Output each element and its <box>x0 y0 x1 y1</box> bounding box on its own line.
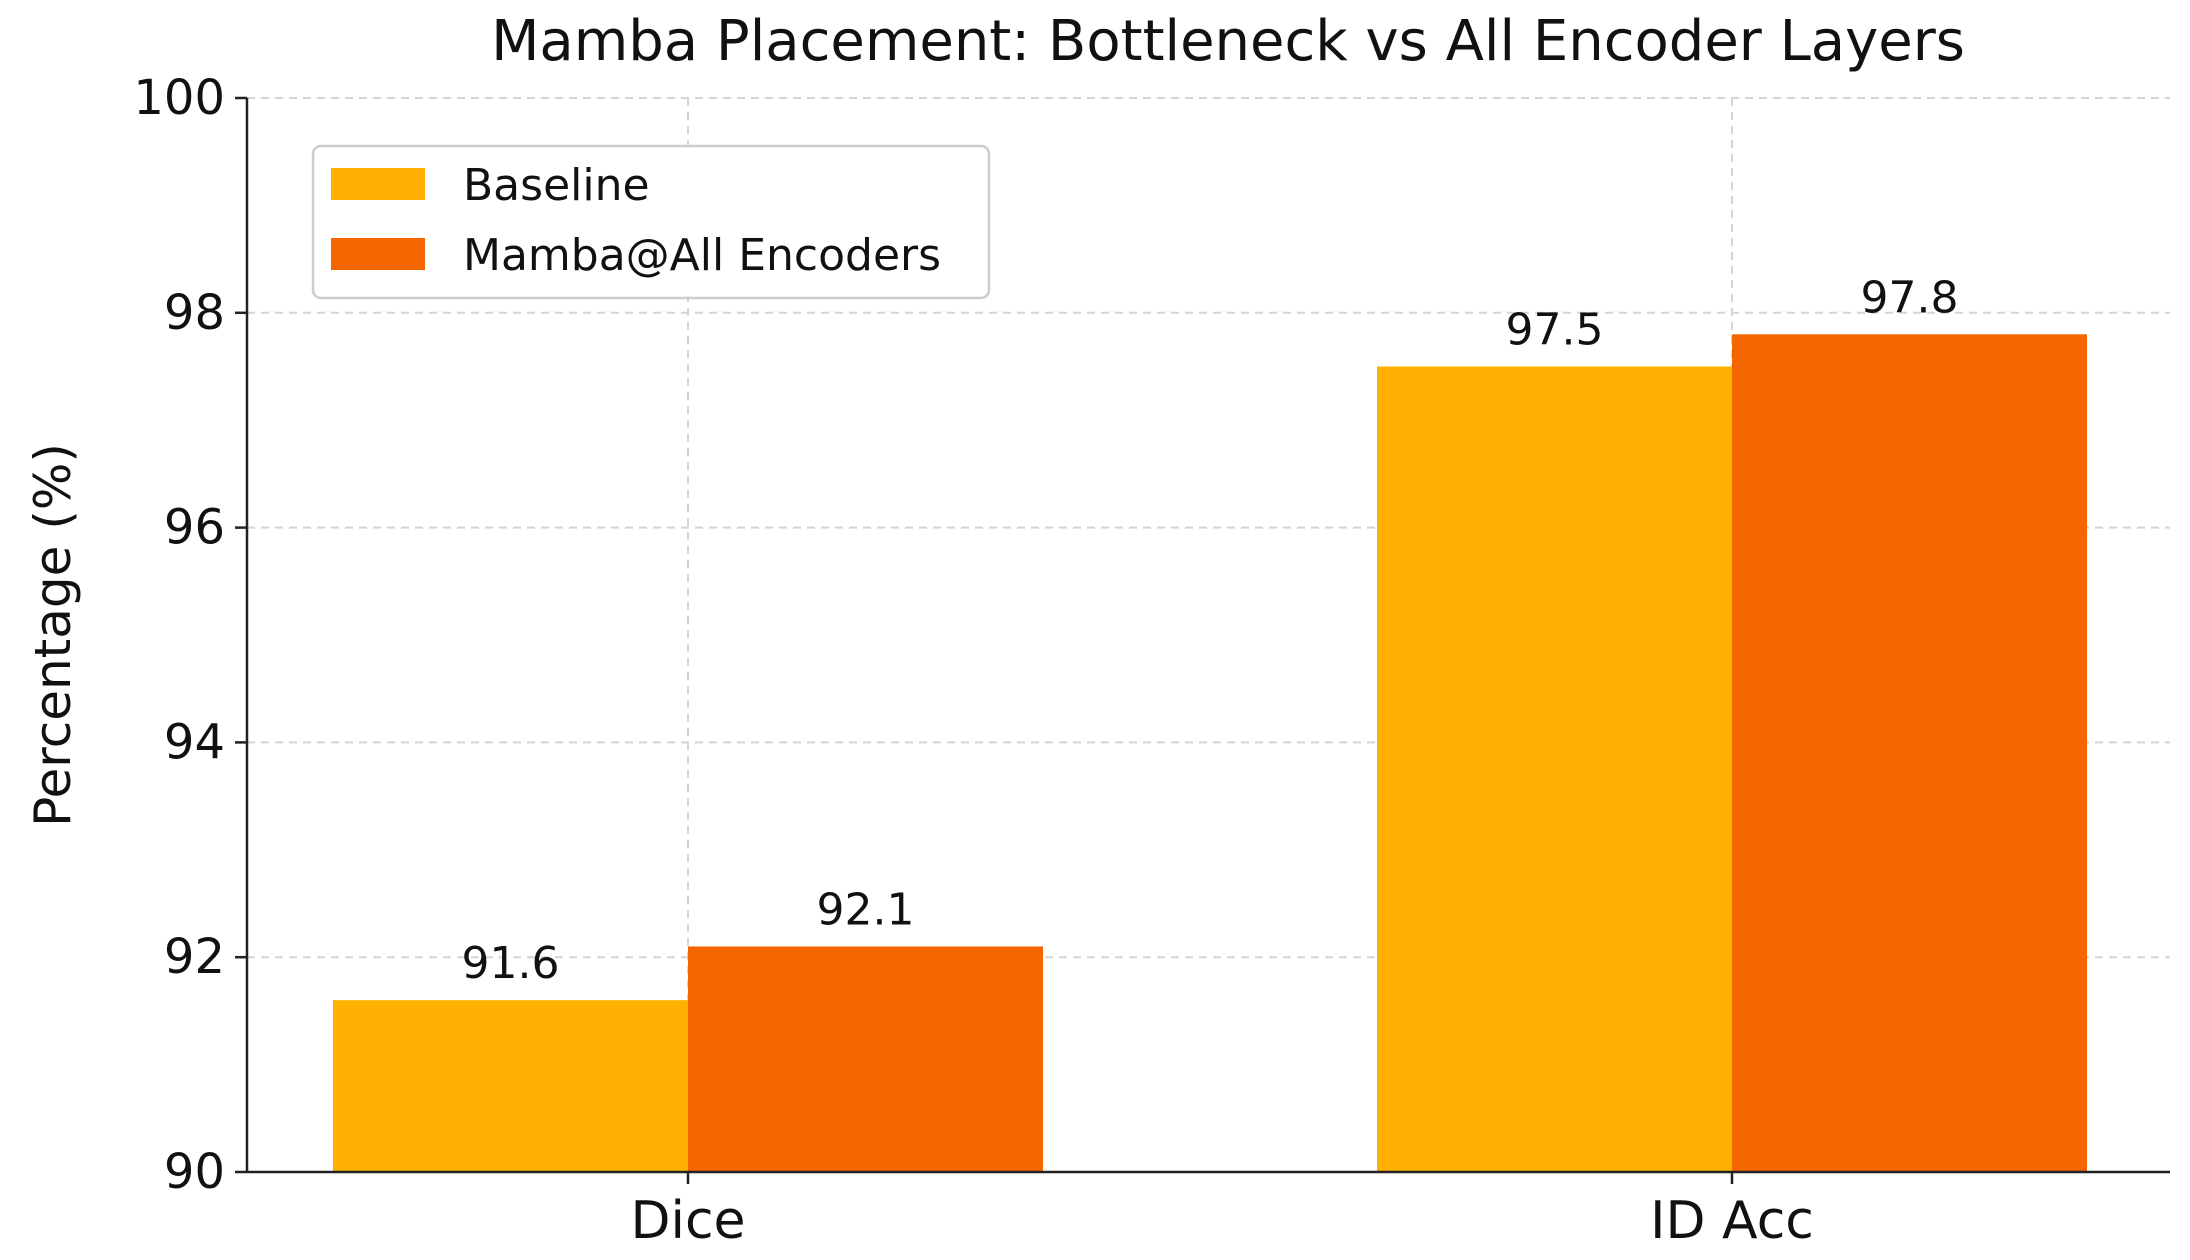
axes <box>235 96 2170 1184</box>
bar-mamba-0 <box>688 946 1043 1172</box>
y-tick-label-98: 98 <box>164 285 225 341</box>
x-tick-label-1: ID Acc <box>1650 1191 1814 1251</box>
bar-mamba-1 <box>1732 334 2087 1172</box>
data-label-1-1: 97.8 <box>1861 272 1959 323</box>
legend-label-1: Mamba@All Encoders <box>463 230 941 281</box>
legend-swatch-0 <box>331 168 425 200</box>
tick-and-data-labels: 91.6 97.5 92.1 97.8 90 92 94 96 98 100 Dice ID Acc <box>133 70 1958 1251</box>
y-axis-label: Percentage (%) <box>24 443 82 827</box>
y-tick-label-96: 96 <box>164 500 225 556</box>
bars <box>333 334 2087 1172</box>
legend-box <box>311 144 991 300</box>
y-tick-label-90: 90 <box>164 1144 225 1200</box>
chart-title: Mamba Placement: Bottleneck vs All Encod… <box>491 9 1965 74</box>
data-label-1-0: 92.1 <box>817 884 915 935</box>
legend-swatch-1 <box>331 238 425 270</box>
legend: Baseline Mamba@All Encoders <box>311 144 991 300</box>
legend-label-0: Baseline <box>463 160 650 211</box>
data-label-0-0: 91.6 <box>462 938 560 989</box>
bar-baseline-1 <box>1377 366 1732 1172</box>
y-tick-label-100: 100 <box>133 70 225 126</box>
y-tick-label-94: 94 <box>164 714 225 770</box>
y-tick-label-92: 92 <box>164 929 225 985</box>
x-tick-label-0: Dice <box>630 1191 745 1251</box>
bar-baseline-0 <box>333 1000 688 1172</box>
data-label-0-1: 97.5 <box>1506 305 1604 356</box>
